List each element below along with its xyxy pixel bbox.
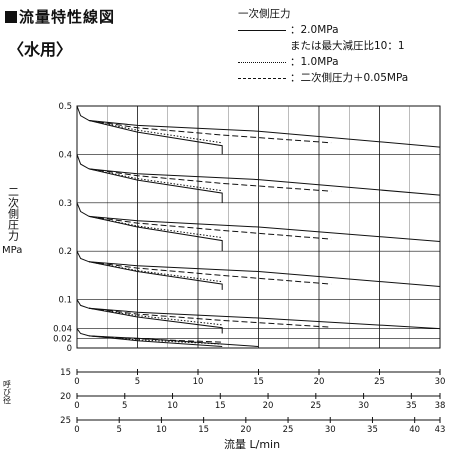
flow-scale-tick-label: 40 bbox=[409, 425, 420, 435]
curve-dashed bbox=[89, 215, 332, 240]
legend-item-dotted: ：1.0MPa bbox=[238, 54, 408, 70]
curve-dashed bbox=[89, 261, 332, 285]
flow-scale-tick-label: 25 bbox=[283, 425, 294, 435]
legend-label-note: または最大減圧比10：1 bbox=[290, 40, 405, 52]
curve-dotted bbox=[89, 120, 223, 144]
flow-scale-tick-label: 20 bbox=[314, 377, 325, 387]
y-tick-label: 0 bbox=[67, 344, 72, 354]
curve-solid bbox=[89, 261, 223, 290]
legend-label-solid: ：2.0MPa bbox=[290, 24, 339, 36]
flow-scale-tick-label: 15 bbox=[198, 425, 209, 435]
flow-scale-tick-label: 20 bbox=[240, 425, 251, 435]
curve-dashed bbox=[89, 307, 332, 328]
flow-scale-tick-label: 10 bbox=[167, 401, 178, 411]
curve-dashed bbox=[89, 168, 332, 192]
legend-swatch-dotted bbox=[238, 61, 286, 63]
flow-scale-tick-label: 10 bbox=[193, 377, 204, 387]
curve-solid bbox=[76, 299, 441, 330]
curve-dotted bbox=[89, 261, 223, 283]
curve-solid bbox=[88, 215, 223, 252]
flow-scale-tick-label: 15 bbox=[253, 377, 264, 387]
curve-solid bbox=[89, 307, 223, 334]
size-label-text: 呼び径 bbox=[2, 380, 12, 404]
chart-title: 流量特性線図 bbox=[5, 6, 115, 27]
y-axis-label-text: 二次側圧力 bbox=[6, 186, 20, 241]
y-tick-label: 0.5 bbox=[58, 102, 72, 112]
flow-scale-tick-label: 0 bbox=[74, 401, 79, 411]
y-tick-label: 0.1 bbox=[58, 296, 72, 306]
flow-scale-tick-label: 5 bbox=[116, 425, 121, 435]
legend-label-dotted: ：1.0MPa bbox=[290, 56, 339, 68]
title-square-icon bbox=[5, 11, 17, 23]
legend-swatch-dashed bbox=[238, 77, 286, 79]
curve-dotted bbox=[89, 215, 223, 239]
flow-scale-tick-label: 10 bbox=[156, 425, 167, 435]
flow-scale-tick-label: 38 bbox=[435, 401, 446, 411]
flow-scale-tick-label: 30 bbox=[435, 377, 446, 387]
legend-item-solid: ：2.0MPa bbox=[238, 22, 408, 38]
curve-solid bbox=[88, 120, 223, 155]
flow-scale-size-label: 15 bbox=[60, 368, 71, 378]
legend-item-dashed: ：二次側圧力＋0.05MPa bbox=[238, 70, 408, 86]
curve-solid bbox=[76, 154, 441, 196]
legend-label-dashed: ：二次側圧力＋0.05MPa bbox=[290, 72, 409, 84]
chart-subtitle: 〈水用〉 bbox=[8, 40, 73, 59]
x-axis-label: 流量 L/min bbox=[224, 438, 281, 451]
flow-scale-tick-label: 43 bbox=[435, 425, 446, 435]
size-label: 呼び径 bbox=[2, 380, 12, 406]
curve-solid bbox=[88, 168, 223, 203]
flow-scale-tick-label: 30 bbox=[325, 425, 336, 435]
y-tick-label: 0.3 bbox=[58, 199, 72, 209]
y-axis-label: 二次側圧力 MPa bbox=[2, 186, 23, 257]
flow-scale-tick-label: 25 bbox=[310, 401, 321, 411]
curves bbox=[76, 105, 441, 347]
legend-item-note: または最大減圧比10：1 bbox=[238, 38, 408, 54]
y-tick-label: 0.4 bbox=[58, 150, 72, 160]
curve-solid bbox=[76, 202, 441, 242]
flow-scale-tick-label: 30 bbox=[358, 401, 369, 411]
flow-scale-tick-label: 15 bbox=[215, 401, 226, 411]
flow-scale-tick-label: 35 bbox=[406, 401, 417, 411]
flow-scale-tick-label: 5 bbox=[122, 401, 127, 411]
legend-swatch-solid bbox=[238, 29, 286, 31]
curve-dotted bbox=[89, 307, 223, 326]
chart-title-text: 流量特性線図 bbox=[19, 8, 116, 26]
flow-scale-tick-label: 0 bbox=[74, 377, 79, 387]
flow-scale-size-label: 25 bbox=[60, 416, 71, 426]
y-tick-label: 0.2 bbox=[58, 247, 72, 257]
flow-scale-tick-label: 20 bbox=[263, 401, 274, 411]
curve-solid bbox=[89, 335, 223, 347]
flow-scale-tick-label: 5 bbox=[135, 377, 140, 387]
flow-scale-tick-label: 25 bbox=[374, 377, 385, 387]
curve-solid bbox=[76, 105, 441, 148]
flow-scale-tick-label: 35 bbox=[367, 425, 378, 435]
curve-dotted bbox=[89, 168, 223, 192]
legend-heading: 一次側圧力 bbox=[238, 8, 291, 20]
y-tick-label: 0.04 bbox=[53, 325, 72, 335]
curve-solid bbox=[76, 250, 441, 287]
curve-dashed bbox=[89, 120, 332, 144]
legend: 一次側圧力 ：2.0MPa または最大減圧比10：1 ：1.0MPa ：二次側圧… bbox=[238, 6, 408, 86]
y-axis-unit: MPa bbox=[2, 245, 23, 256]
flow-scale-tick-label: 0 bbox=[74, 425, 79, 435]
flow-scale-size-label: 20 bbox=[60, 392, 71, 402]
curve-dashed bbox=[89, 335, 223, 343]
y-tick-label: 0.02 bbox=[53, 334, 72, 344]
y-tick-labels: 0.5 0.4 0.3 0.2 0.1 0.040.020 bbox=[53, 102, 72, 354]
